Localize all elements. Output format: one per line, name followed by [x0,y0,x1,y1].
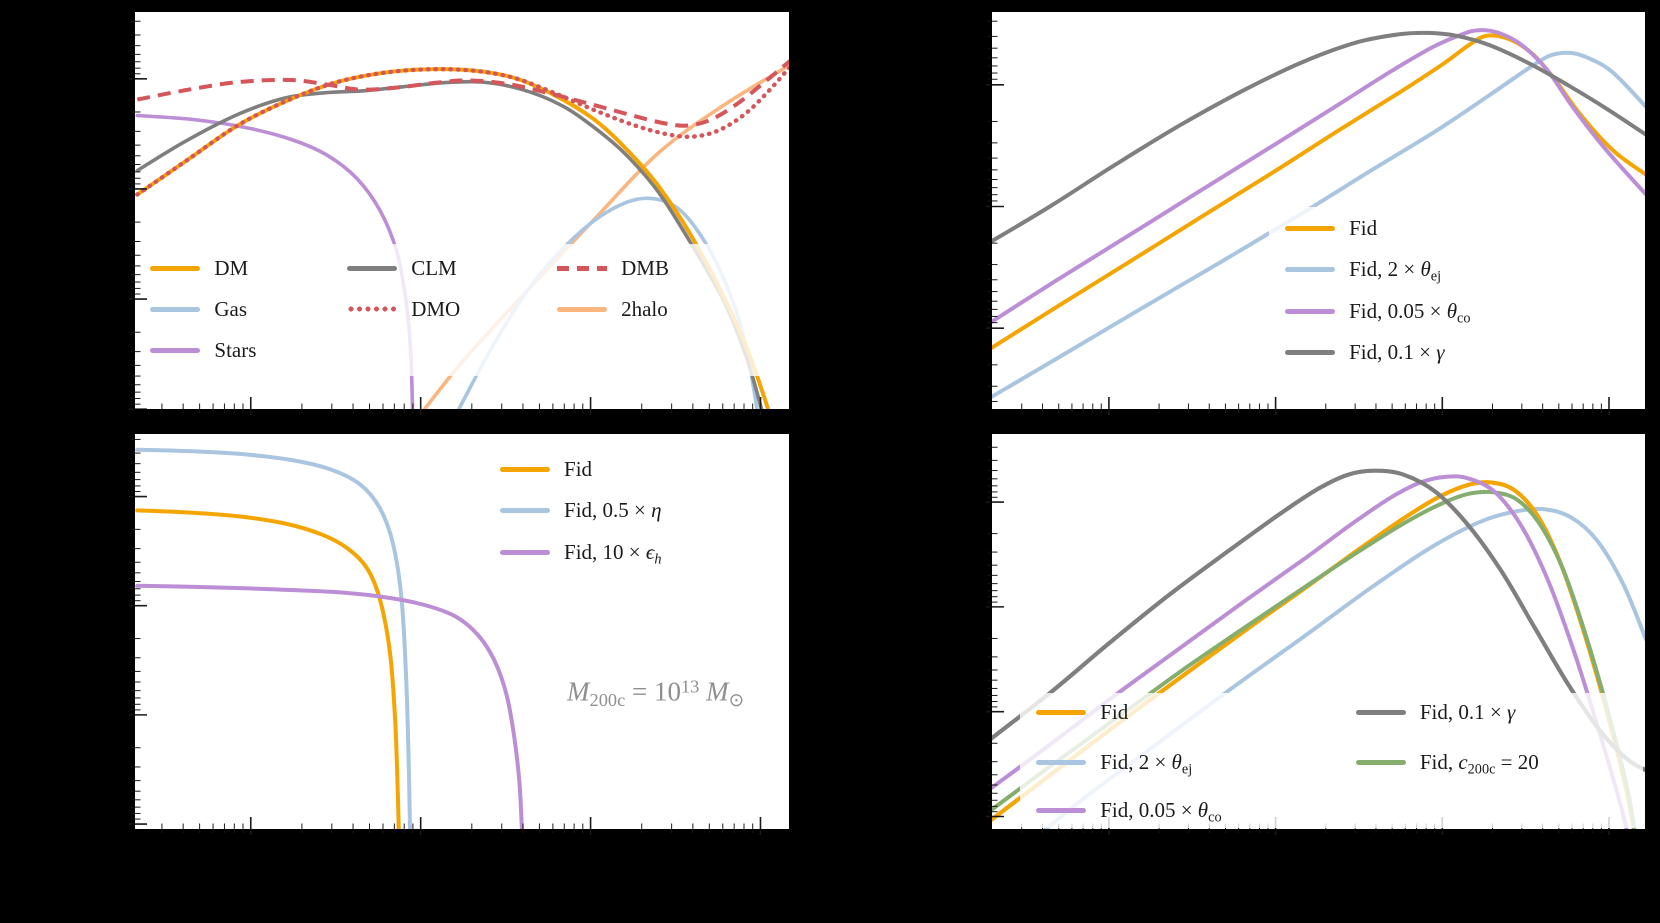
legend-item-dmb: DMB [557,254,669,282]
curve-fid [135,508,401,830]
solid-line-sample [557,306,608,312]
plot-spine [133,432,791,831]
axes-ticks [986,20,1610,415]
legend-item-fid-2-ej: Fid, 2 × θej [1036,748,1192,776]
legend-background [147,244,771,377]
solid-line-sample [1285,308,1336,314]
solid-line-sample [500,550,551,556]
panel-top-right: Fid Fid, 2 × θej Fid, 0.05 × θco Fid, 0.1 ×… [986,10,1647,415]
solid-line-sample [347,265,398,271]
legend-item-fid-0-5: Fid, 0.5 × η [500,497,662,525]
legend-label: Fid, 0.1 × γ [1349,339,1445,364]
curve-fid-0-1-x-gamma [991,468,1646,773]
legend-label: Fid, 0.05 × θco [1100,798,1222,826]
legend-item-stars: Stars [150,337,256,365]
legend-item-dmo: DMO [347,295,460,323]
legend-item-fid: Fid [1036,698,1128,726]
legend-item-fid-0-05-co: Fid, 0.05 × θco [1036,797,1222,826]
legend-label: DM [214,255,249,280]
legend-item-fid-0-05-co: Fid, 0.05 × θco [1285,297,1471,326]
legend-label: CLM [411,255,457,280]
solid-line-sample [1036,709,1087,715]
solid-line-sample [1285,225,1336,231]
legend-background [1020,693,1643,828]
plot-spine [133,10,791,411]
legend-label: 2halo [621,296,668,321]
legend-label: Fid [1349,215,1378,240]
legend-item-2halo: 2halo [557,295,668,323]
legend-item-dm: DM [150,254,248,282]
solid-line-sample [150,348,201,354]
legend-item-fid-0-1: Fid, 0.1 × γ [1285,338,1444,366]
dotted-line-sample [347,306,398,313]
legend-label: Fid [1100,699,1129,724]
solid-line-sample [1285,266,1336,272]
curve-dmb [136,59,790,128]
legend-item-fid-0-1: Fid, 0.1 × γ [1355,698,1516,726]
legend-item-fid: Fid [500,455,592,483]
axes-ticks [129,438,762,835]
solid-line-sample [1036,808,1087,814]
mass-annotation: M200c = 1013 M⊙ [567,676,744,710]
legend-background [1269,206,1640,375]
panel-bottom-left: Fid Fid, 0.5 × η Fid, 10 × ϵh M200c = 1013 … [129,432,791,835]
solid-line-sample [150,265,201,271]
legend-label: Fid, 0.1 × γ [1419,699,1516,724]
legend-item-fid-2-ej: Fid, 2 × θej [1285,255,1441,283]
legend-label: DMB [621,255,669,280]
solid-line-sample [150,306,201,312]
legend-item-fid: Fid [1285,214,1377,242]
curve-fid-2-x-theta-ej [991,50,1646,400]
plot-spine [990,10,1647,411]
solid-line-sample [1285,349,1336,355]
solid-line-sample [500,508,551,514]
legend-item-fid-c200c-20: Fid, c200c = 20 [1355,748,1539,777]
legend-label: Fid, 2 × θej [1100,749,1193,777]
solid-line-sample [500,466,551,472]
dashed-line-sample [557,265,608,271]
legend-label: Fid, c200c = 20 [1419,749,1539,777]
curve-fid-0-5-x-eta [135,447,413,830]
curve-fid-10-x-eps-h [135,583,524,830]
curve-fid-0-05-x-theta-co [991,28,1646,325]
legend-label: Fid, 10 × ϵh [564,540,662,568]
panel-top-left: DM Gas Stars CLM DMO DMB 2halo [129,10,791,415]
curve-fid-0-05-x-theta-co [991,474,1629,830]
legend-label: Fid [564,456,593,481]
legend-item-gas: Gas [150,295,247,323]
legend-label: Fid, 0.5 × η [564,498,662,523]
solid-line-sample [1355,709,1406,715]
legend-label: DMO [411,296,461,321]
legend-label: Fid, 2 × θej [1349,256,1442,284]
legend-label: Fid, 0.05 × θco [1349,298,1471,326]
solid-line-sample [1355,759,1406,765]
plot-spine [990,432,1647,831]
legend-item-clm: CLM [347,254,457,282]
panel-bottom-right: Fid Fid, 2 × θej Fid, 0.05 × θco Fid, 0.1 ×… [986,432,1647,835]
curve-fid-c200c-20 [991,489,1637,830]
solid-line-sample [1036,759,1087,765]
legend-label: Stars [214,338,257,363]
curve-fid-0-1-x-gamma [991,30,1646,244]
legend-label: Gas [214,296,248,321]
legend-item-fid-10-h: Fid, 10 × ϵh [500,539,662,568]
